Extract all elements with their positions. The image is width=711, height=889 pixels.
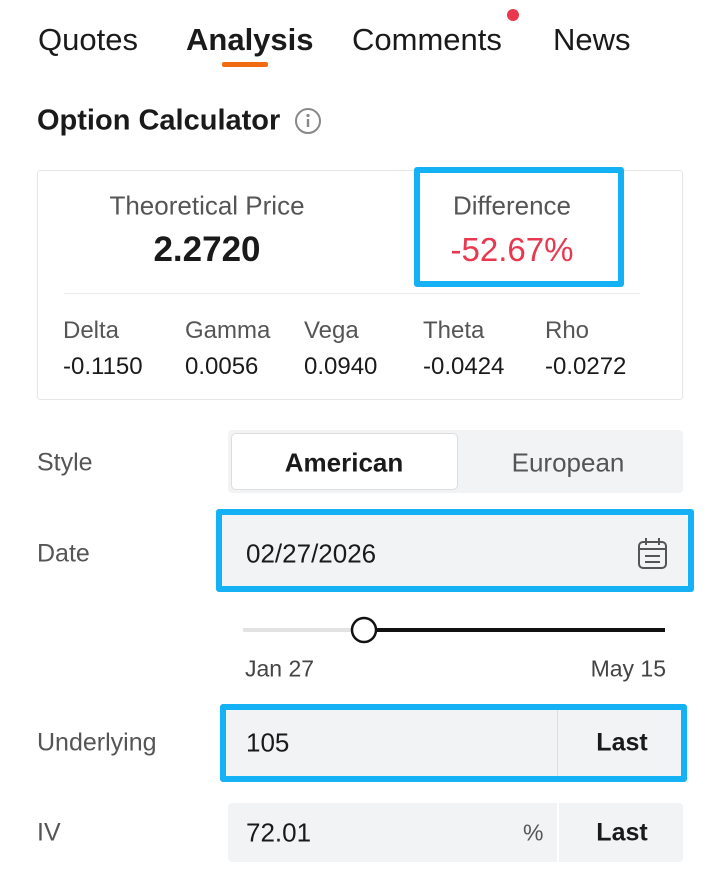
greek-name: Theta [423,317,485,344]
label: Theoretical Price [109,190,305,221]
highlight [220,704,687,782]
field-label: Underlying [37,728,157,757]
date-input[interactable] [222,515,688,588]
greek-value: -0.0272 [545,353,627,380]
iv-input[interactable] [228,803,683,862]
last-button[interactable]: Last [596,728,648,757]
tab[interactable]: News [553,22,631,57]
theoretical-price: 2.2720 [153,230,261,269]
divider [64,293,640,294]
label: Difference [452,190,572,221]
highlight [414,167,624,287]
greek-value: 0.0940 [304,353,378,380]
segment-label[interactable]: American [284,447,404,478]
input-value[interactable]: 105 [246,727,290,758]
tab[interactable]: Quotes [38,22,138,57]
greek-name: Gamma [185,317,271,344]
segment-label[interactable]: European [511,447,625,478]
greek-name: Delta [63,317,120,344]
slider-start: Jan 27 [245,655,315,682]
underlying-input[interactable] [222,707,686,779]
date-slider[interactable] [236,612,672,648]
input-value[interactable]: 02/27/2026 [246,538,377,569]
divider [557,803,559,862]
highlight [216,509,694,592]
tab-active[interactable]: Analysis [186,22,314,57]
section-title: Option Calculator [37,104,281,137]
field-label: IV [37,818,61,847]
tab[interactable]: Comments [352,22,502,57]
divider [557,710,558,776]
summary-card [37,170,683,400]
last-button[interactable]: Last [596,818,648,847]
greek-value: -0.1150 [63,353,143,380]
greek-name: Vega [304,317,359,344]
greek-value: 0.0056 [185,353,259,380]
input-value[interactable]: 72.01 [246,817,312,848]
greek-name: Rho [545,317,590,344]
slider-end: May 15 [590,655,666,682]
difference: -52.67% [450,231,574,268]
tab-underline [222,62,268,67]
field-label: Style [37,448,93,477]
greek-value: -0.0424 [423,353,505,380]
notification-dot [507,9,519,21]
field-label: Date [37,539,90,568]
info-icon[interactable] [294,107,322,135]
calendar-icon[interactable] [637,537,669,571]
unit: % [523,819,544,846]
segment-selected[interactable] [231,433,458,490]
